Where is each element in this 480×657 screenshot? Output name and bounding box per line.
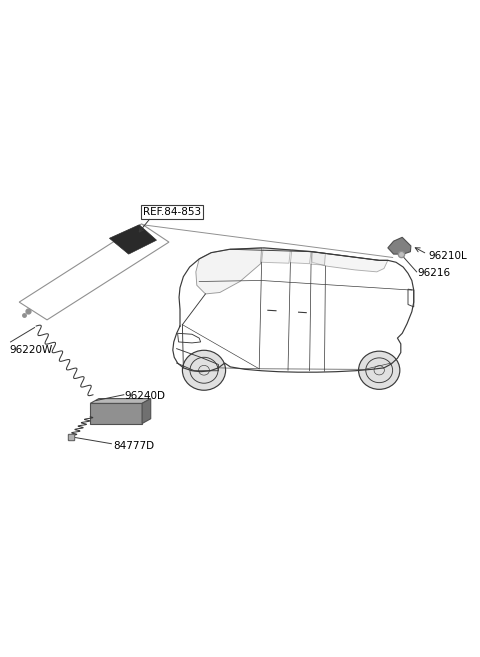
Text: 96240D: 96240D [125,391,166,401]
Ellipse shape [182,350,226,390]
Polygon shape [262,249,290,263]
Text: 84777D: 84777D [113,441,154,451]
Polygon shape [311,252,325,265]
Polygon shape [312,252,388,272]
Polygon shape [90,403,142,424]
Text: REF.84-853: REF.84-853 [143,208,201,217]
Text: 96210L: 96210L [428,250,467,261]
Polygon shape [388,237,411,254]
Polygon shape [196,248,262,294]
Polygon shape [290,250,311,263]
Polygon shape [109,225,156,254]
Text: 96216: 96216 [418,268,451,279]
Text: 96220W: 96220W [10,345,53,355]
Polygon shape [90,399,151,403]
Ellipse shape [359,351,400,390]
Polygon shape [142,399,151,424]
